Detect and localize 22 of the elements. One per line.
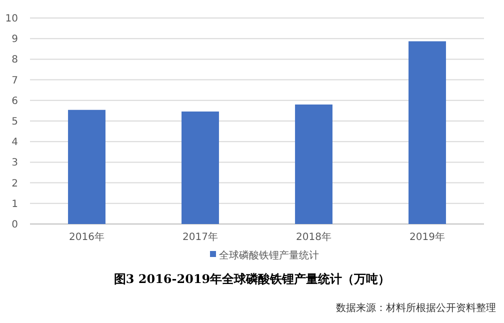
x-tick-label: 2018年 bbox=[296, 231, 332, 243]
y-tick-label: 9 bbox=[12, 34, 18, 46]
bar bbox=[68, 110, 106, 224]
y-tick-label: 6 bbox=[12, 96, 18, 107]
y-tick-label: 0 bbox=[12, 220, 18, 230]
x-tick-label: 2016年 bbox=[69, 231, 104, 243]
y-tick-label: 10 bbox=[5, 14, 18, 24]
source-note: 数据来源：材料所根据公开资料整理 bbox=[336, 302, 496, 314]
y-tick-label: 1 bbox=[12, 198, 18, 210]
y-tick-label: 8 bbox=[12, 54, 18, 66]
x-tick-label: 2019年 bbox=[410, 231, 445, 243]
y-tick-label: 2 bbox=[12, 178, 18, 190]
bar bbox=[295, 104, 332, 224]
y-tick-label: 4 bbox=[12, 137, 18, 148]
bar bbox=[408, 41, 446, 224]
y-tick-label: 3 bbox=[12, 158, 18, 169]
legend-label: 全球磷酸铁锂产量统计 bbox=[219, 250, 319, 262]
y-tick-label: 7 bbox=[12, 75, 18, 86]
y-tick-label: 5 bbox=[12, 116, 18, 128]
bar bbox=[182, 112, 219, 224]
x-tick-label: 2017年 bbox=[182, 231, 218, 243]
text: 图3 2016-2019年全球磷酸铁锂产量统计（万吨） bbox=[114, 272, 390, 286]
